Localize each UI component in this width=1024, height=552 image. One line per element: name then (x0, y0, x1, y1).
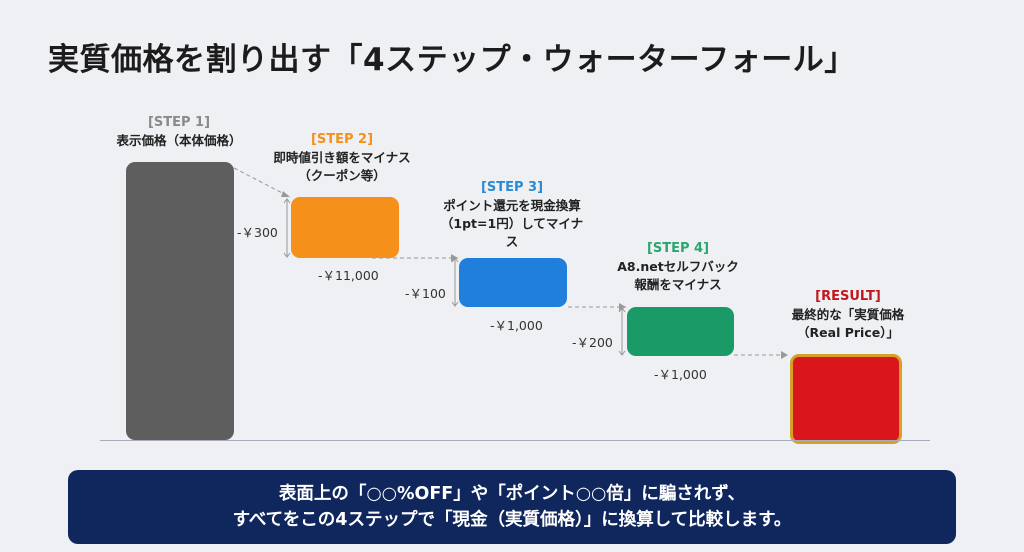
banner-line-2: すべてをこの4ステップで「現金（実質価格）」に換算して比較します。 (232, 510, 792, 530)
result-text-2: （Real Price）」 (797, 325, 899, 340)
banner-line-1: 表面上の「○○%OFF」や「ポイント○○倍」に騙されず、 (278, 484, 746, 504)
step3-below-label: -￥1,000 (490, 318, 543, 333)
step3-label: [STEP 3] ポイント還元を現金換算 （1pt=1円）してマイナ ス (428, 179, 596, 251)
step1-tag: [STEP 1] (147, 115, 211, 130)
step3-gap-label: -￥100 (405, 286, 446, 301)
step3-tag: [STEP 3] (480, 180, 544, 195)
step1-label: [STEP 1] 表示価格（本体価格） (98, 114, 260, 150)
step4-text-2: 報酬をマイナス (634, 277, 722, 292)
step3-bar (459, 258, 567, 307)
step4-bar (627, 307, 734, 356)
summary-banner: 表面上の「○○%OFF」や「ポイント○○倍」に騙されず、 すべてをこの4ステップ… (68, 470, 956, 544)
connector-1-2 (233, 167, 291, 198)
arrow-head-1 (281, 191, 290, 197)
step1-text: 表示価格（本体価格） (116, 133, 242, 148)
step1-bar (126, 162, 234, 440)
baseline (100, 440, 930, 441)
page-title: 実質価格を割り出す「4ステップ・ウォーターフォール」 (48, 42, 856, 78)
result-label: [RESULT] 最終的な「実質価格 （Real Price）」 (762, 288, 934, 342)
step2-label: [STEP 2] 即時値引き額をマイナス （クーポン等） (254, 131, 430, 185)
step4-gap-label: -￥200 (572, 335, 613, 350)
step3-text-3: ス (505, 234, 519, 249)
step2-bar (291, 197, 399, 258)
result-bar (790, 354, 902, 444)
step4-text-1: A8.netセルフバック (617, 259, 739, 274)
step2-text-1: 即時値引き額をマイナス (273, 150, 411, 165)
step3-text-1: ポイント還元を現金換算 (443, 198, 581, 213)
result-text-1: 最終的な「実質価格 (791, 307, 905, 322)
step2-text-2: （クーポン等） (298, 168, 386, 183)
step2-below-label: -￥11,000 (318, 268, 379, 283)
gap-brackets (283, 198, 626, 356)
step4-tag: [STEP 4] (646, 241, 710, 256)
step3-text-2: （1pt=1円）してマイナ (440, 216, 584, 231)
step2-gap-label: -￥300 (237, 225, 278, 240)
step4-label: [STEP 4] A8.netセルフバック 報酬をマイナス (600, 240, 756, 294)
result-tag: [RESULT] (815, 289, 881, 304)
arrow-head-4 (781, 351, 788, 359)
step4-below-label: -￥1,000 (654, 367, 707, 382)
step2-tag: [STEP 2] (310, 132, 374, 147)
